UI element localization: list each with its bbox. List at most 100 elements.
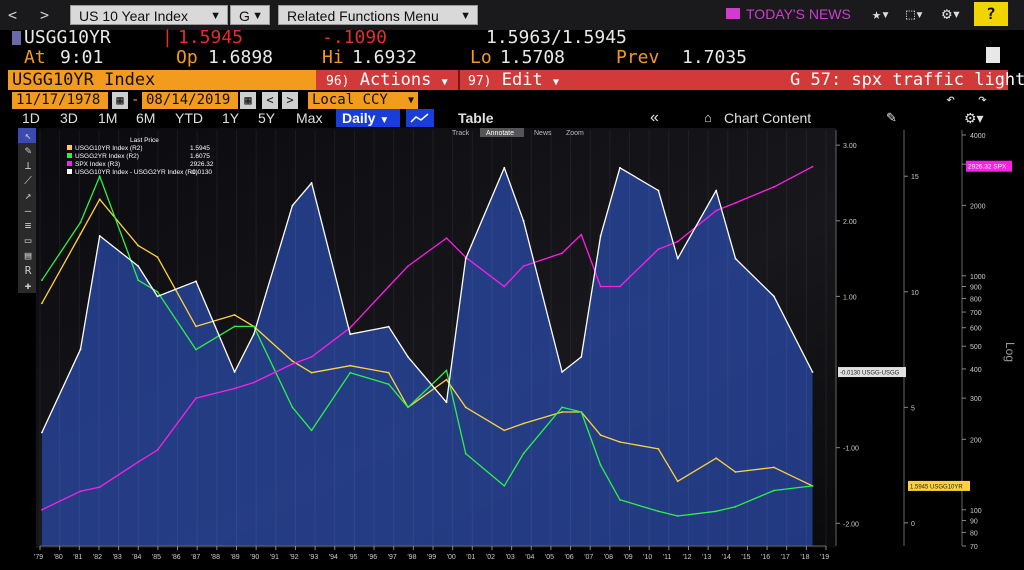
actions-label: Actions — [359, 70, 432, 90]
legend-swatch — [67, 153, 72, 158]
todays-news-link[interactable]: TODAY'S NEWS — [746, 6, 851, 22]
data-point — [715, 510, 718, 513]
period-5y[interactable]: 5Y — [258, 110, 276, 126]
axis-r3-tick-label: 1000 — [970, 274, 986, 281]
frequency-dropdown[interactable]: Daily ▼ — [336, 109, 400, 127]
pointer-icon[interactable]: ↖ — [18, 128, 38, 143]
x-axis-tick-label: '18 — [800, 554, 809, 561]
period-3d[interactable]: 3D — [60, 110, 78, 126]
legend-swatch — [67, 145, 72, 150]
gear-icon[interactable]: ⚙▾ — [942, 4, 962, 23]
calendar-icon[interactable]: ▦ — [112, 92, 128, 109]
help-button[interactable]: ? — [974, 2, 1008, 26]
mini-track[interactable]: Track — [452, 130, 470, 137]
currency-dropdown[interactable]: Local CCY ▼ — [308, 92, 418, 109]
g-dropdown[interactable]: G ▼ — [230, 5, 270, 25]
x-axis-tick-label: '79 — [34, 554, 43, 561]
at-time: 9:01 — [60, 47, 104, 68]
data-point — [156, 290, 159, 293]
x-axis-tick-label: '13 — [702, 554, 711, 561]
x-axis-tick-label: '96 — [368, 554, 377, 561]
legend-item-name: USGG10YR Index (R2) — [75, 145, 143, 152]
start-date-field[interactable]: 11/17/1978 — [12, 92, 108, 109]
forward-button[interactable]: > — [40, 6, 50, 24]
export-file-icon[interactable] — [986, 47, 1000, 63]
security-dropdown[interactable]: US 10 Year Index ▼ — [70, 5, 228, 25]
period-6m[interactable]: 6M — [136, 110, 156, 126]
x-axis-tick-label: '99 — [427, 554, 436, 561]
chevron-down-icon: ▼ — [252, 10, 263, 22]
ray-icon[interactable]: ↗ — [24, 189, 32, 202]
chart[interactable]: 3.00 2.00 1.00 -1.00 -2.00 15 10 5 0 4000 300 0 20… — [0, 126, 1024, 570]
axis-r3-tick-label: 900 — [970, 285, 982, 292]
end-date-field[interactable]: 08/14/2019 — [142, 92, 238, 109]
back-button[interactable]: < — [8, 6, 18, 24]
calendar-icon[interactable]: ▦ — [240, 92, 256, 109]
x-axis-tick-label: '07 — [584, 554, 593, 561]
mini-news[interactable]: News — [534, 130, 552, 137]
data-point — [41, 279, 43, 282]
mini-annotate[interactable]: Annotate — [486, 130, 514, 137]
g-dropdown-label: G — [239, 8, 250, 24]
period-ytd[interactable]: YTD — [175, 110, 203, 126]
data-point — [715, 209, 718, 212]
star-icon[interactable]: ★▾ — [872, 5, 891, 23]
data-point — [599, 434, 602, 436]
x-axis-tick-label: '16 — [761, 554, 770, 561]
channel-icon[interactable]: ≡ — [24, 219, 32, 232]
x-axis-tick-label: '85 — [152, 554, 161, 561]
period-1d[interactable]: 1D — [22, 110, 40, 126]
x-axis-tick-label: '81 — [73, 554, 82, 561]
next-period-button[interactable]: > — [282, 92, 298, 109]
data-point — [657, 248, 660, 251]
label-icon[interactable]: ✚ — [24, 279, 32, 292]
trendline-icon[interactable]: ⟋ — [24, 174, 32, 187]
chart-content-button[interactable]: Chart Content — [724, 110, 812, 126]
data-point — [387, 383, 390, 386]
settings-icon[interactable]: ⚙▾ — [964, 110, 984, 126]
data-point — [522, 219, 525, 222]
edit-menu[interactable]: 97) Edit ▼ — [468, 70, 559, 93]
legend-item-value: 2926.32 — [190, 161, 214, 168]
edit-chart-icon[interactable]: ✎ — [886, 110, 897, 125]
related-functions-dropdown[interactable]: Related Functions Menu ▼ — [278, 5, 478, 25]
period-max[interactable]: Max — [296, 110, 323, 126]
data-point — [619, 166, 621, 169]
index-field[interactable]: USGG10YR Index — [8, 70, 316, 90]
axis-r2-tick-label: 10 — [911, 290, 919, 297]
axis-r3-scale-label: Log — [1003, 342, 1017, 362]
period-1m[interactable]: 1M — [98, 110, 118, 126]
actions-menu[interactable]: 96) Actions ▼ — [326, 70, 448, 93]
frequency-label: Daily — [342, 110, 376, 126]
text-icon[interactable]: R — [24, 264, 32, 277]
x-axis-tick-label: '91 — [270, 554, 279, 561]
legend-item-value: -0.0130 — [190, 169, 212, 176]
previous-period-button[interactable]: < — [262, 92, 278, 109]
pen-icon[interactable]: ✎ — [24, 144, 32, 157]
x-axis-tick-label: '97 — [388, 554, 397, 561]
data-point — [156, 449, 159, 451]
line-chart-icon[interactable] — [406, 109, 434, 127]
box-icon[interactable]: ▭ — [24, 234, 32, 247]
collapse-icon[interactable]: « — [650, 109, 659, 126]
period-1y[interactable]: 1Y — [222, 110, 240, 126]
fib-icon[interactable]: ▤ — [24, 249, 32, 262]
table-tab[interactable]: Table — [458, 110, 494, 126]
mini-zoom[interactable]: Zoom — [566, 130, 584, 137]
hline-icon[interactable]: — — [24, 204, 32, 217]
data-point — [98, 175, 101, 178]
news-icon — [726, 8, 740, 19]
undo-icon[interactable]: ↶ — [946, 90, 956, 108]
spread-area-fill — [41, 167, 813, 547]
data-point — [464, 452, 467, 455]
ruler-icon[interactable]: ⊥ — [24, 159, 32, 172]
data-point — [657, 189, 660, 192]
redo-icon[interactable]: ↷ — [978, 90, 988, 108]
data-point — [599, 235, 602, 237]
axis-r2-tick-label: 0 — [911, 521, 915, 528]
data-point — [657, 448, 660, 450]
data-point — [715, 457, 718, 460]
data-point — [522, 452, 525, 455]
x-axis-tick-label: '12 — [682, 554, 691, 561]
export-icon[interactable]: ⬚▾ — [906, 5, 925, 23]
